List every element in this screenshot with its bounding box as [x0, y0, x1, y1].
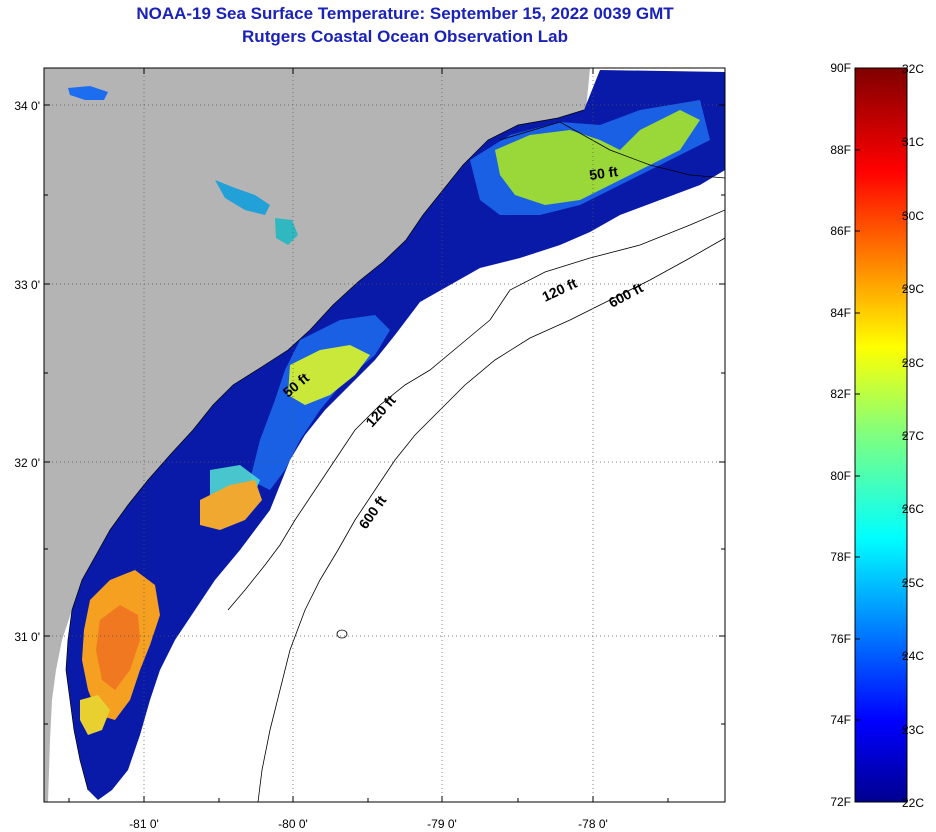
cbar-f-74: 74F	[830, 713, 851, 727]
cbar-c-29: 29C	[902, 282, 924, 296]
cbar-c-24: 24C	[902, 649, 924, 663]
sst-lake-patch-2	[215, 180, 270, 215]
sst-warm-patch-mid	[288, 345, 370, 405]
cbar-f-82: 82F	[830, 387, 851, 401]
coastline	[65, 109, 585, 791]
sst-lake-patch-3	[275, 218, 298, 245]
lon-label-80: -80 0'	[278, 817, 308, 831]
cbar-c-31: 31C	[902, 135, 924, 149]
sst-lower-yellow	[80, 695, 110, 735]
contour-120ft	[227, 121, 725, 611]
colorbar-f-ticks	[855, 67, 860, 803]
sst-lake-patch-1	[68, 86, 108, 100]
cbar-c-25: 25C	[902, 576, 924, 590]
cbar-c-30: 30C	[902, 209, 924, 223]
cbar-f-78: 78F	[830, 550, 851, 564]
contour-600ft	[257, 237, 725, 802]
cbar-f-72: 72F	[830, 795, 851, 809]
sst-map: 34 0' 33 0' 32 0' 31 0' -81 0' -80 0' -7…	[14, 67, 726, 831]
cbar-f-76: 76F	[830, 632, 851, 646]
lon-label-78: -78 0'	[578, 817, 608, 831]
axis-ticks	[44, 68, 725, 802]
colorbar-c-ticks	[902, 67, 907, 803]
cbar-f-90: 90F	[830, 61, 851, 75]
lat-label-31: 31 0'	[14, 630, 40, 644]
cbar-c-23: 23C	[902, 723, 924, 737]
cbar-f-80: 80F	[830, 469, 851, 483]
cbar-f-84: 84F	[830, 306, 851, 320]
lon-label-81: -81 0'	[129, 817, 159, 831]
sst-warm-patch-north	[495, 110, 700, 205]
cbar-f-86: 86F	[830, 224, 851, 238]
cbar-c-22: 22C	[902, 796, 924, 810]
lat-label-33: 33 0'	[14, 278, 40, 292]
cbar-c-32: 32C	[902, 62, 924, 76]
land-area	[44, 68, 590, 802]
map-title: NOAA-19 Sea Surface Temperature: Septemb…	[136, 4, 674, 23]
lat-label-32: 32 0'	[14, 456, 40, 470]
colorbar: 90F 88F 86F 84F 82F 80F 78F 76F 74F 72F …	[830, 61, 924, 810]
lat-label-34: 34 0'	[14, 99, 40, 113]
colorbar-gradient	[854, 67, 908, 803]
sst-hot-core-south	[96, 605, 140, 690]
cbar-c-28: 28C	[902, 356, 924, 370]
cbar-c-26: 26C	[902, 502, 924, 516]
map-frame	[43, 67, 726, 803]
sst-hot-patch-mid	[200, 480, 262, 530]
gridlines	[44, 68, 725, 802]
cbar-c-27: 27C	[902, 429, 924, 443]
cbar-f-88: 88F	[830, 143, 851, 157]
contour-label-50ft-north: 50 ft	[588, 163, 619, 183]
lon-label-79: -79 0'	[427, 817, 457, 831]
seamount-contour	[336, 629, 348, 639]
map-subtitle: Rutgers Coastal Ocean Observation Lab	[242, 27, 568, 46]
